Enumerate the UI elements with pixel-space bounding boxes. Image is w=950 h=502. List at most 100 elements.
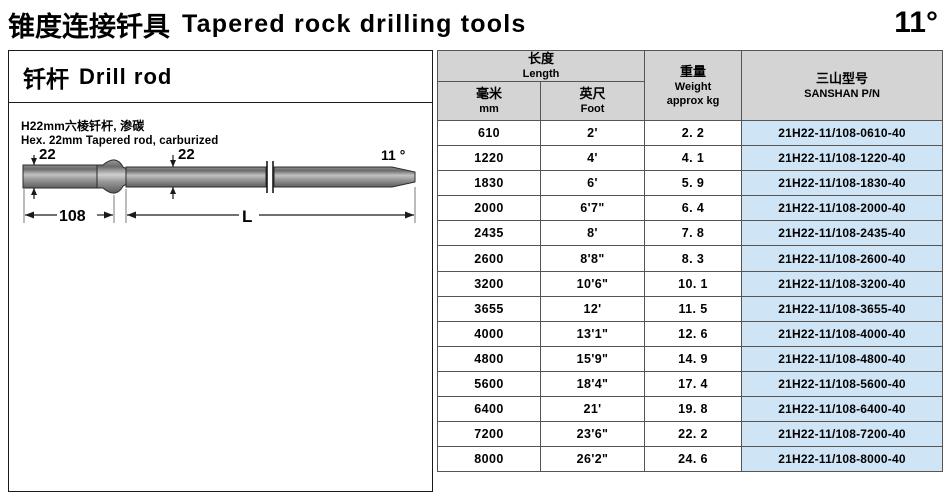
cell-mm: 5600 [437,370,541,398]
cell-foot: 26'2" [539,446,646,473]
cell-foot: 10'6" [539,270,646,297]
page-title-chinese: 锥度连接钎具 [8,11,170,42]
table-row: 8000 26'2" 24. 6 21H22-11/108-8000-40 [437,446,944,473]
cell-part-number: 21H22-11/108-5600-40 [741,370,944,398]
table-row: 2000 6'7" 6. 4 21H22-11/108-2000-40 [437,195,944,222]
cell-weight: 22. 2 [644,421,743,448]
product-title-chinese: 钎杆 [23,65,69,92]
dimension-shank-length: 108 [25,208,113,225]
cell-mm: 610 [437,119,541,147]
cell-weight: 17. 4 [644,370,743,398]
product-title-cell: 钎杆 Drill rod [9,51,432,103]
table-row: 4000 13'1" 12. 6 21H22-11/108-4000-40 [437,320,944,347]
header-part-number-en: SANSHAN P/N [804,87,880,100]
dimension-body-diameter: 22 [170,146,195,199]
cell-mm: 3200 [437,270,541,297]
table-row: 5600 18'4" 17. 4 21H22-11/108-5600-40 [437,370,944,398]
header-length-en: Length [522,68,560,80]
cell-part-number: 21H22-11/108-4800-40 [741,345,944,372]
dimension-label-shank-diameter: 22 [39,146,56,163]
cell-part-number: 21H22-11/108-3200-40 [741,270,944,297]
cell-weight: 6. 4 [644,195,743,222]
product-info-panel: 钎杆 Drill rod H22mm六棱钎杆, 渗碳 Hex. 22mm Tap… [8,50,433,492]
rod-collar [96,159,128,194]
cell-mm: 2435 [437,220,541,247]
cell-foot: 13'1" [539,320,646,347]
cell-weight: 8. 3 [644,245,743,272]
cell-mm: 1220 [437,145,541,172]
dimension-label-total-length: L [242,207,252,226]
cell-mm: 6400 [437,396,541,423]
cell-part-number: 21H22-11/108-2000-40 [741,195,944,222]
cell-foot: 8'8" [539,245,646,272]
cell-mm: 1830 [437,170,541,197]
header-mm-en: mm [479,103,499,115]
description-english: Hex. 22mm Tapered rod, carburized [21,135,219,147]
cell-foot: 8' [539,220,646,247]
header-weight-en: Weight [674,80,712,93]
cell-weight: 11. 5 [644,295,743,322]
cell-weight: 12. 6 [644,320,743,347]
cell-weight: 2. 2 [644,119,743,147]
header-weight-unit: approx kg [666,94,720,107]
header-foot-cn: 英尺 [579,86,606,101]
table-row: 2435 8' 7. 8 21H22-11/108-2435-40 [437,220,944,247]
cell-part-number: 21H22-11/108-0610-40 [741,119,944,147]
taper-angle-badge: 11° [894,6,938,39]
header-part-number-cn: 三山型号 [816,70,869,86]
specification-table: 长度 Length 重量 Weight approx kg 三山型号 SANSH… [436,50,944,473]
header-length-foot: 英尺 Foot [539,81,646,121]
cell-part-number: 21H22-11/108-8000-40 [741,446,944,473]
table-row: 1830 6' 5. 9 21H22-11/108-1830-40 [437,170,944,197]
table-row: 4800 15'9" 14. 9 21H22-11/108-4800-40 [437,345,944,372]
rod-body-left [125,166,267,188]
cell-foot: 6'7" [539,195,646,222]
header-length-cn: 长度 [528,51,555,66]
cell-mm: 8000 [437,446,541,473]
dimension-label-taper-angle: 11 ° [381,147,405,163]
break-marks [266,161,274,193]
header-length: 长度 Length [436,50,646,82]
description-chinese: H22mm六棱钎杆, 渗碳 [21,119,145,133]
dimension-label-body-diameter: 22 [178,146,195,163]
header-foot-en: Foot [580,103,605,115]
table-row: 610 2' 2. 2 21H22-11/108-0610-40 [437,119,944,147]
cell-foot: 21' [539,396,646,423]
cell-part-number: 21H22-11/108-4000-40 [741,320,944,347]
cell-part-number: 21H22-11/108-1220-40 [741,145,944,172]
cell-mm: 2000 [437,195,541,222]
cell-foot: 6' [539,170,646,197]
header-part-number: 三山型号 SANSHAN P/N [741,50,944,121]
table-row: 3655 12' 11. 5 21H22-11/108-3655-40 [437,295,944,322]
header-weight-cn: 重量 [680,63,707,79]
rod-shank [22,164,98,189]
extension-lines [23,187,416,223]
dimension-label-shank-length: 108 [59,208,86,225]
cell-part-number: 21H22-11/108-3655-40 [741,295,944,322]
cell-foot: 23'6" [539,421,646,448]
header-weight: 重量 Weight approx kg [644,50,743,121]
cell-weight: 19. 8 [644,396,743,423]
cell-weight: 5. 9 [644,170,743,197]
cell-weight: 24. 6 [644,446,743,473]
cell-part-number: 21H22-11/108-2435-40 [741,220,944,247]
cell-foot: 2' [539,119,646,147]
dimension-shank-diameter: 22 [31,146,56,199]
product-title-english: Drill rod [79,63,173,89]
cell-part-number: 21H22-11/108-7200-40 [741,421,944,448]
cell-mm: 4800 [437,345,541,372]
cell-mm: 2600 [437,245,541,272]
drill-rod-technical-drawing: 22 22 11 ° 108 [22,146,416,226]
table-row: 6400 21' 19. 8 21H22-11/108-6400-40 [437,396,944,423]
cell-weight: 4. 1 [644,145,743,172]
table-row: 7200 23'6" 22. 2 21H22-11/108-7200-40 [437,421,944,448]
cell-foot: 18'4" [539,370,646,398]
cell-part-number: 21H22-11/108-6400-40 [741,396,944,423]
table-row: 2600 8'8" 8. 3 21H22-11/108-2600-40 [437,245,944,272]
dimension-total-length: L [127,207,414,226]
cell-mm: 7200 [437,421,541,448]
cell-mm: 3655 [437,295,541,322]
cell-foot: 15'9" [539,345,646,372]
table-row: 1220 4' 4. 1 21H22-11/108-1220-40 [437,145,944,172]
